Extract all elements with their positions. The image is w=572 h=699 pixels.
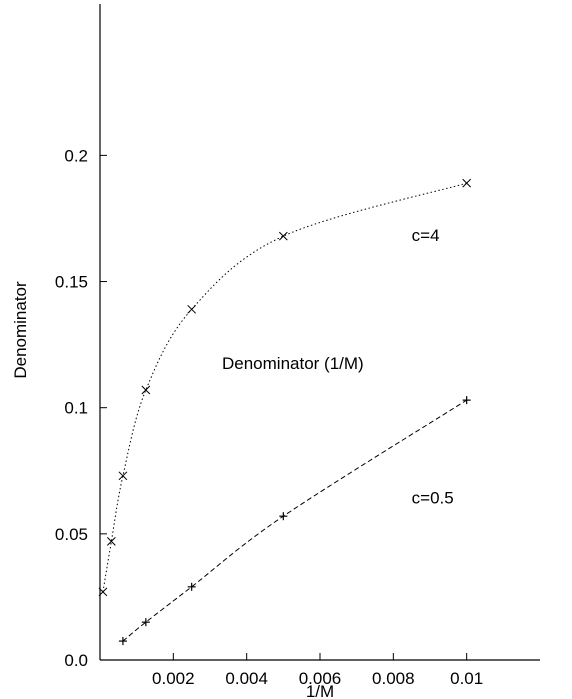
axes [99, 4, 540, 661]
marker-stroke [141, 385, 151, 395]
series-annotation: c=0.5 [412, 489, 454, 508]
y-tick-label: 0.2 [64, 146, 88, 165]
data-point [279, 512, 288, 521]
chart-title: Denominator (1/M) [222, 354, 364, 373]
series-line-0 [102, 182, 467, 592]
y-axis-title: Denominator [11, 281, 30, 379]
series-markers [98, 178, 472, 646]
ticks: 0.002 0.004 0.006 0.008 0.01 0.0 0.05 0.1 0.15 0.… [55, 146, 483, 688]
data-point [462, 396, 471, 405]
y-tick-label: 0.05 [55, 525, 88, 544]
marker-stroke [107, 537, 116, 546]
data-point [141, 385, 151, 395]
data-point [187, 582, 196, 591]
marker-stroke [98, 587, 108, 597]
data-point [187, 304, 197, 314]
data-point [118, 471, 128, 481]
x-tick-label: 0.004 [225, 669, 268, 688]
y-tick-label: 0.15 [55, 273, 88, 292]
series-annotation: c=4 [412, 226, 440, 245]
x-tick-label: 0.002 [152, 669, 195, 688]
data-point [107, 537, 116, 546]
series-lines [102, 182, 467, 642]
data-point [278, 231, 288, 241]
marker-stroke [187, 304, 197, 314]
marker-stroke [462, 178, 472, 188]
data-point [98, 587, 108, 597]
x-tick-label: 0.008 [372, 669, 415, 688]
x-axis-title: 1/M [306, 682, 334, 699]
data-point [462, 178, 472, 188]
labels: 1/M Denominator Denominator (1/M) c=4 c=0.5 [11, 226, 454, 699]
series-line-1 [122, 399, 467, 642]
y-tick-label: 0.1 [64, 399, 88, 418]
x-tick-label: 0.006 [299, 669, 342, 688]
marker-stroke [118, 471, 128, 481]
x-tick-label: 0.01 [450, 669, 483, 688]
data-point [141, 618, 150, 627]
data-point [118, 637, 127, 646]
y-tick-label: 0.0 [64, 651, 88, 670]
marker-stroke [278, 231, 288, 241]
